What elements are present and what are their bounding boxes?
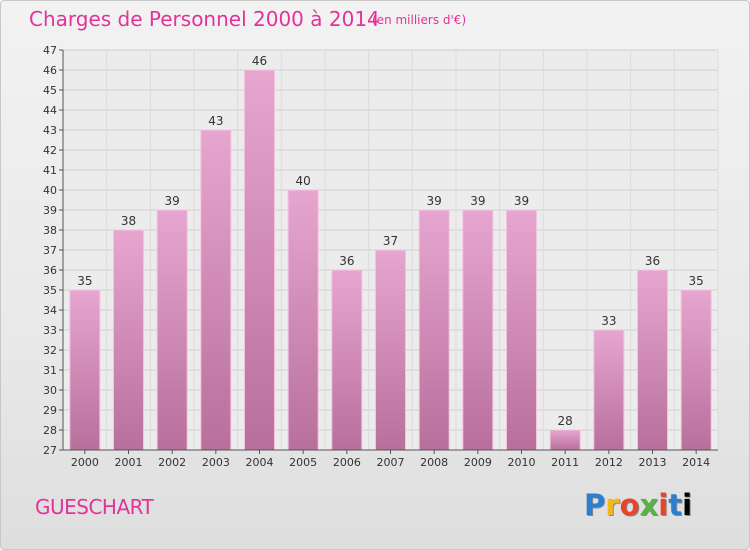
y-tick-label: 29 xyxy=(43,404,57,417)
bar xyxy=(680,289,712,451)
bar xyxy=(331,269,363,451)
x-tick-label: 2014 xyxy=(682,456,710,469)
bar xyxy=(69,289,101,451)
commune-name: GUESCHART xyxy=(35,495,154,519)
y-tick-label: 42 xyxy=(43,144,57,157)
bar-value-label: 39 xyxy=(470,194,485,208)
y-tick-label: 45 xyxy=(43,84,57,97)
x-tick-label: 2004 xyxy=(246,456,274,469)
bar-value-label: 46 xyxy=(252,54,267,68)
bar-value-label: 37 xyxy=(383,234,398,248)
y-tick-label: 28 xyxy=(43,424,57,437)
x-tick-label: 2009 xyxy=(464,456,492,469)
x-tick-label: 2003 xyxy=(202,456,230,469)
y-tick-label: 40 xyxy=(43,184,57,197)
y-tick-label: 34 xyxy=(43,304,57,317)
logo-letter: P xyxy=(584,488,606,522)
y-tick-label: 44 xyxy=(43,104,57,117)
x-tick-label: 2007 xyxy=(377,456,405,469)
x-tick-label: 2010 xyxy=(508,456,536,469)
y-tick-label: 32 xyxy=(43,344,57,357)
y-tick-label: 41 xyxy=(43,164,57,177)
chart-unit: (en milliers d'€) xyxy=(372,13,467,27)
y-tick-label: 36 xyxy=(43,264,57,277)
bar-value-label: 36 xyxy=(339,254,354,268)
y-tick-label: 31 xyxy=(43,364,57,377)
x-tick-label: 2000 xyxy=(71,456,99,469)
x-tick-label: 2002 xyxy=(158,456,186,469)
logo-letter: i xyxy=(682,488,693,522)
y-tick-label: 37 xyxy=(43,244,57,257)
bar xyxy=(375,249,406,451)
bar xyxy=(462,209,494,451)
bar xyxy=(287,189,319,451)
x-tick-label: 2013 xyxy=(639,456,667,469)
x-tick-label: 2012 xyxy=(595,456,623,469)
proxiti-logo: Proxiti xyxy=(584,488,692,522)
y-tick-label: 33 xyxy=(43,324,57,337)
bar-value-label: 35 xyxy=(77,274,92,288)
chart-title: Charges de Personnel 2000 à 2014 xyxy=(29,7,380,31)
bar-value-label: 39 xyxy=(427,194,442,208)
y-tick-label: 30 xyxy=(43,384,57,397)
bar-value-label: 39 xyxy=(165,194,180,208)
y-tick-label: 27 xyxy=(43,444,57,457)
bar-value-label: 39 xyxy=(514,194,529,208)
bar-value-label: 35 xyxy=(689,274,704,288)
bar xyxy=(113,229,144,451)
y-tick-label: 39 xyxy=(43,204,57,217)
bar xyxy=(549,429,581,451)
logo-letter: o xyxy=(619,488,640,522)
bar-value-label: 33 xyxy=(601,314,616,328)
x-tick-label: 2008 xyxy=(420,456,448,469)
y-tick-label: 47 xyxy=(43,44,57,57)
bar xyxy=(418,209,450,451)
bar xyxy=(156,209,188,451)
logo-letter: x xyxy=(639,488,659,522)
logo-letter: r xyxy=(605,488,620,522)
x-tick-label: 2011 xyxy=(551,456,579,469)
y-tick-label: 46 xyxy=(43,64,57,77)
y-tick-label: 35 xyxy=(43,284,57,297)
bar xyxy=(200,129,232,451)
bar-value-label: 28 xyxy=(558,414,573,428)
bar-value-label: 43 xyxy=(208,114,223,128)
bar xyxy=(506,209,537,451)
bar xyxy=(593,329,625,451)
bar-value-label: 40 xyxy=(296,174,311,188)
bar xyxy=(637,269,668,451)
x-tick-label: 2005 xyxy=(289,456,317,469)
y-tick-label: 43 xyxy=(43,124,57,137)
x-tick-label: 2001 xyxy=(115,456,143,469)
logo-letter: i xyxy=(658,488,669,522)
bar xyxy=(244,69,275,451)
logo-letter: t xyxy=(668,488,683,522)
bar-value-label: 36 xyxy=(645,254,660,268)
bar-value-label: 38 xyxy=(121,214,136,228)
y-tick-label: 38 xyxy=(43,224,57,237)
x-tick-label: 2006 xyxy=(333,456,361,469)
